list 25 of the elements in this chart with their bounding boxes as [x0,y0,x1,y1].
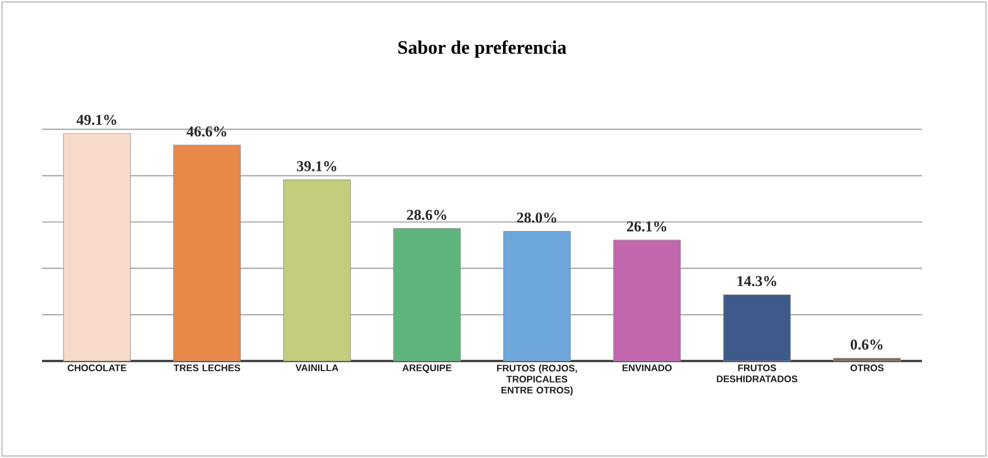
bar [283,180,351,362]
x-tick-label: TRES LECHES [174,364,240,372]
x-tick-label: VAINILLA [296,364,338,372]
data-label: 49.1% [76,114,116,125]
bar [613,240,681,362]
chart-title: Sabor de preferencia [398,40,566,58]
bar [833,358,901,362]
bar [503,230,571,362]
x-tick-label: OTROS [850,364,884,372]
x-tick-label: ENVINADO [622,364,672,372]
data-label: 14.3% [738,276,776,286]
x-tick-label: FRUTOS DESHIDRATADOS [716,364,798,382]
x-tick-label: FRUTOS (ROJOS, TROPICALES ENTRE OTROS) [497,364,577,396]
data-label: 39.1% [296,161,336,172]
x-tick-label: CHOCOLATE [68,364,126,372]
data-label: 26.1% [627,221,666,232]
bar [393,228,461,362]
bar [173,144,241,362]
data-label: 46.6% [186,126,226,137]
data-label: 28.0% [517,212,556,223]
x-tick-label: AREQUIPE [402,364,452,374]
bar [63,133,131,362]
bar [723,294,791,362]
data-label: 0.6% [850,340,882,350]
data-label: 28.6% [407,210,446,220]
